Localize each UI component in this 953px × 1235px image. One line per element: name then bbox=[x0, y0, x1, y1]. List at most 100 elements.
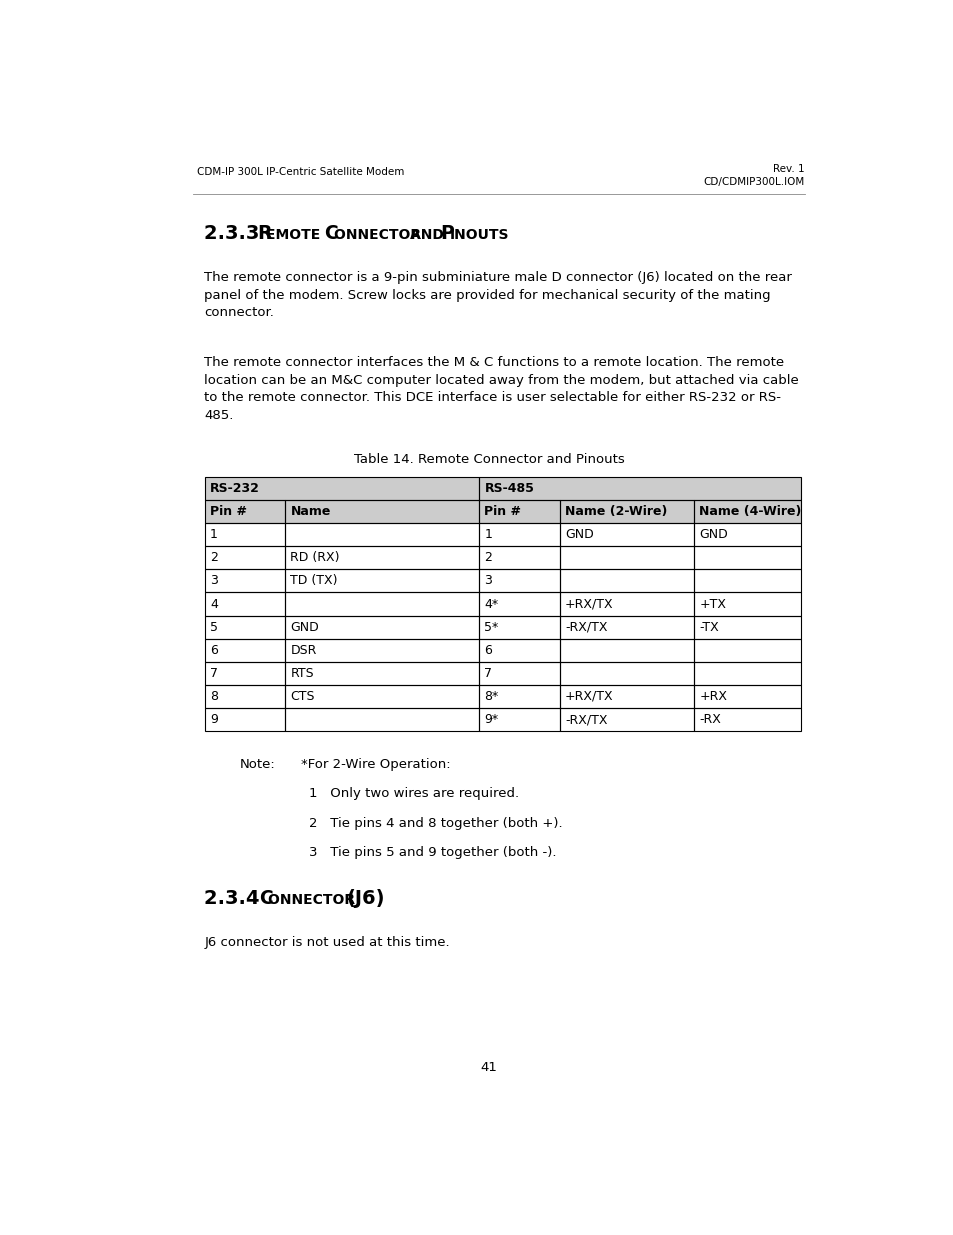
Bar bbox=[285, 662, 478, 685]
Text: *For 2-Wire Operation:: *For 2-Wire Operation: bbox=[301, 758, 451, 771]
Text: CTS: CTS bbox=[290, 690, 314, 703]
Text: R: R bbox=[257, 224, 272, 243]
Text: -RX: -RX bbox=[699, 713, 720, 726]
Bar bbox=[285, 569, 478, 593]
Text: RD (RX): RD (RX) bbox=[290, 551, 339, 564]
Bar bbox=[693, 546, 801, 569]
Bar bbox=[693, 569, 801, 593]
Text: AND: AND bbox=[410, 228, 448, 242]
Text: Note:: Note: bbox=[239, 758, 274, 771]
Bar bbox=[559, 546, 693, 569]
Text: 9*: 9* bbox=[484, 713, 498, 726]
Text: J6 connector is not used at this time.: J6 connector is not used at this time. bbox=[204, 936, 450, 948]
Text: P: P bbox=[439, 224, 454, 243]
Text: -TX: -TX bbox=[699, 621, 719, 634]
Bar bbox=[204, 593, 285, 615]
Bar bbox=[478, 662, 559, 685]
Bar bbox=[559, 500, 693, 524]
Bar bbox=[478, 615, 559, 638]
Bar bbox=[204, 546, 285, 569]
Bar bbox=[285, 546, 478, 569]
Text: 3: 3 bbox=[210, 574, 217, 588]
Bar bbox=[693, 500, 801, 524]
Bar bbox=[478, 546, 559, 569]
Bar bbox=[478, 477, 801, 500]
Text: RS-232: RS-232 bbox=[210, 482, 259, 495]
Bar bbox=[559, 524, 693, 546]
Text: Name (2-Wire): Name (2-Wire) bbox=[564, 505, 667, 519]
Bar bbox=[559, 593, 693, 615]
Text: 6: 6 bbox=[484, 643, 492, 657]
Text: 3   Tie pins 5 and 9 together (both -).: 3 Tie pins 5 and 9 together (both -). bbox=[309, 846, 556, 858]
Bar bbox=[478, 685, 559, 708]
Text: The remote connector interfaces the M & C functions to a remote location. The re: The remote connector interfaces the M & … bbox=[204, 356, 799, 421]
Text: 2.3.4: 2.3.4 bbox=[204, 888, 267, 908]
Text: +RX/TX: +RX/TX bbox=[564, 598, 613, 610]
Text: RTS: RTS bbox=[290, 667, 314, 679]
Text: The remote connector is a 9-pin subminiature male D connector (J6) located on th: The remote connector is a 9-pin subminia… bbox=[204, 272, 792, 320]
Text: 3: 3 bbox=[484, 574, 492, 588]
Text: Rev. 1: Rev. 1 bbox=[773, 163, 804, 174]
Bar bbox=[204, 569, 285, 593]
Bar bbox=[285, 685, 478, 708]
Text: 41: 41 bbox=[480, 1061, 497, 1073]
Text: C: C bbox=[258, 888, 273, 908]
Bar bbox=[285, 500, 478, 524]
Text: ONNECTOR: ONNECTOR bbox=[334, 228, 425, 242]
Text: 8*: 8* bbox=[484, 690, 498, 703]
Bar bbox=[478, 708, 559, 731]
Bar bbox=[478, 524, 559, 546]
Bar bbox=[285, 615, 478, 638]
Bar bbox=[693, 615, 801, 638]
Bar bbox=[204, 638, 285, 662]
Text: DSR: DSR bbox=[290, 643, 316, 657]
Bar bbox=[693, 685, 801, 708]
Text: ONNECTOR: ONNECTOR bbox=[268, 893, 359, 906]
Bar bbox=[204, 477, 478, 500]
Text: RS-485: RS-485 bbox=[484, 482, 534, 495]
Text: 7: 7 bbox=[210, 667, 217, 679]
Bar bbox=[285, 500, 478, 524]
Bar bbox=[478, 477, 801, 500]
Text: 2: 2 bbox=[210, 551, 217, 564]
Text: 1: 1 bbox=[210, 529, 217, 541]
Bar bbox=[693, 524, 801, 546]
Text: 2   Tie pins 4 and 8 together (both +).: 2 Tie pins 4 and 8 together (both +). bbox=[309, 816, 562, 830]
Text: Table 14. Remote Connector and Pinouts: Table 14. Remote Connector and Pinouts bbox=[354, 453, 623, 466]
Text: Name (4-Wire): Name (4-Wire) bbox=[699, 505, 801, 519]
Text: CDM-IP 300L IP-Centric Satellite Modem: CDM-IP 300L IP-Centric Satellite Modem bbox=[196, 168, 404, 178]
Text: EMOTE: EMOTE bbox=[266, 228, 325, 242]
Text: -RX/TX: -RX/TX bbox=[564, 713, 607, 726]
Text: Pin #: Pin # bbox=[484, 505, 521, 519]
Text: C: C bbox=[324, 224, 338, 243]
Bar bbox=[204, 662, 285, 685]
Bar bbox=[559, 500, 693, 524]
Text: INOUTS: INOUTS bbox=[449, 228, 508, 242]
Text: GND: GND bbox=[564, 529, 593, 541]
Bar bbox=[204, 685, 285, 708]
Bar bbox=[285, 593, 478, 615]
Text: 9: 9 bbox=[210, 713, 217, 726]
Text: 4: 4 bbox=[210, 598, 217, 610]
Bar bbox=[693, 662, 801, 685]
Bar bbox=[204, 500, 285, 524]
Text: TD (TX): TD (TX) bbox=[290, 574, 337, 588]
Text: -RX/TX: -RX/TX bbox=[564, 621, 607, 634]
Bar bbox=[693, 500, 801, 524]
Bar bbox=[559, 638, 693, 662]
Text: 4*: 4* bbox=[484, 598, 498, 610]
Text: +RX/TX: +RX/TX bbox=[564, 690, 613, 703]
Bar bbox=[204, 477, 478, 500]
Text: 2: 2 bbox=[484, 551, 492, 564]
Text: 1: 1 bbox=[484, 529, 492, 541]
Text: GND: GND bbox=[290, 621, 319, 634]
Text: 1   Only two wires are required.: 1 Only two wires are required. bbox=[309, 787, 518, 800]
Text: CD/CDMIP300L.IOM: CD/CDMIP300L.IOM bbox=[703, 177, 804, 186]
Bar bbox=[478, 500, 559, 524]
Bar bbox=[478, 593, 559, 615]
Bar bbox=[478, 500, 559, 524]
Text: Name: Name bbox=[290, 505, 331, 519]
Bar bbox=[204, 708, 285, 731]
Bar bbox=[204, 615, 285, 638]
Bar bbox=[559, 708, 693, 731]
